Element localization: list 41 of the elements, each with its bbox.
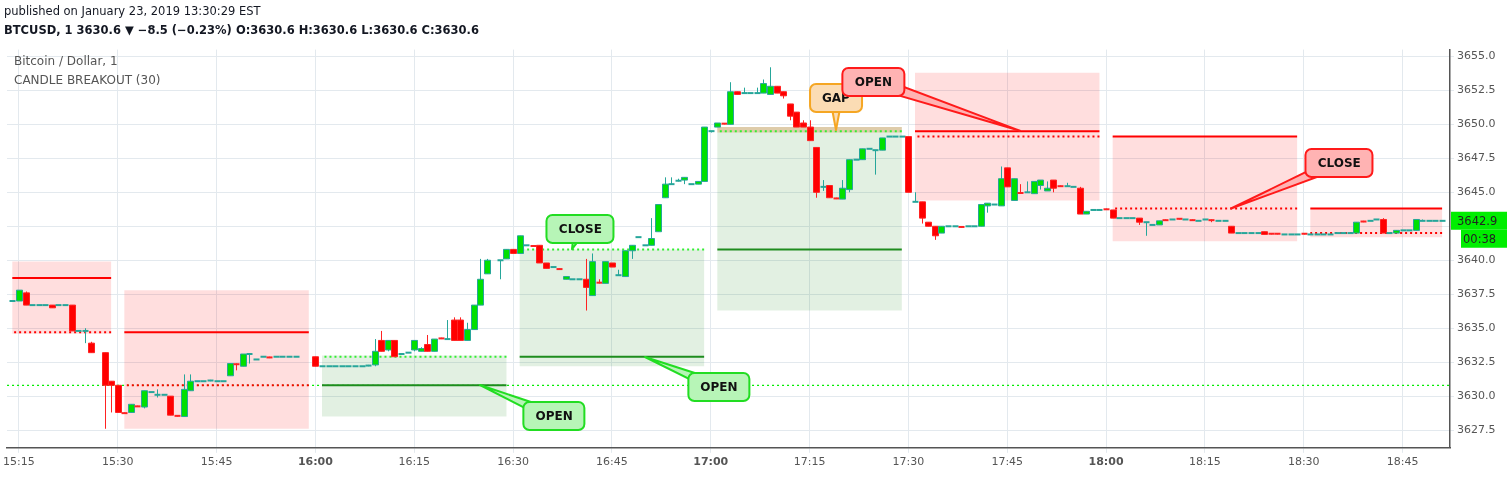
- annotation: 3642.9: [1457, 213, 1498, 228]
- x-tick-label: 15:15: [3, 455, 35, 469]
- x-tick-label: 16:15: [398, 455, 431, 469]
- y-tick-label: 3637.5: [1457, 287, 1496, 301]
- chart-title: Bitcoin / Dollar, 1: [14, 53, 119, 70]
- y-tick-label: 3650.0: [1457, 117, 1496, 131]
- x-tick-label: 16:30: [497, 455, 529, 469]
- x-tick-label: 16:45: [596, 455, 628, 469]
- x-tick-label: 16:00: [297, 455, 334, 469]
- text: BTCUSD, 1 3630.6 ▼ −8.5 (−0.23%) O:3630.6 H:3630.6 L:3630.6 C:3630.6: [4, 22, 479, 39]
- text: CANDLE BREAKOUT (30): [14, 72, 161, 89]
- x-tick-label: 17:15: [793, 455, 826, 469]
- x-tick-label: 17:30: [892, 455, 925, 469]
- x-tick-label: 17:45: [991, 455, 1024, 469]
- candlestick: [1011, 178, 1018, 201]
- y-tick-label: 3652.5: [1457, 83, 1496, 97]
- y-tick-label: 3645.0: [1457, 185, 1496, 199]
- y-tick-label: 3655.0: [1457, 49, 1496, 63]
- candlestick: [919, 201, 926, 225]
- x-tick-label: 18:45: [1386, 455, 1419, 469]
- x-tick-label: 18:00: [1088, 455, 1124, 469]
- annotation: 00:38: [1463, 231, 1497, 246]
- candlestick: [602, 261, 609, 284]
- candlestick: [911, 191, 920, 203]
- annotation: OPEN: [687, 371, 751, 402]
- y-tick-label: 3640.0: [1457, 253, 1496, 267]
- x-tick-label: 15:45: [200, 455, 233, 469]
- annotation: CLOSE: [1304, 147, 1374, 178]
- annotation: OPEN: [854, 75, 893, 90]
- x-tick-label: 18:15: [1189, 455, 1221, 469]
- annotation: OPEN: [522, 401, 586, 432]
- y-tick-label: 3632.5: [1457, 355, 1496, 369]
- text: published on January 23, 2019 13:30:29 EST: [4, 3, 262, 20]
- y-tick-label: 3635.0: [1457, 321, 1496, 335]
- x-tick-label: 18:30: [1287, 455, 1320, 469]
- x-tick-label: 15:30: [101, 455, 134, 469]
- annotation: CLOSE: [545, 214, 615, 245]
- y-tick-label: 3627.5: [1457, 422, 1496, 436]
- y-tick-label: 3630.0: [1457, 389, 1496, 403]
- x-tick-label: 17:00: [693, 455, 729, 469]
- y-tick-label: 3647.5: [1457, 151, 1496, 165]
